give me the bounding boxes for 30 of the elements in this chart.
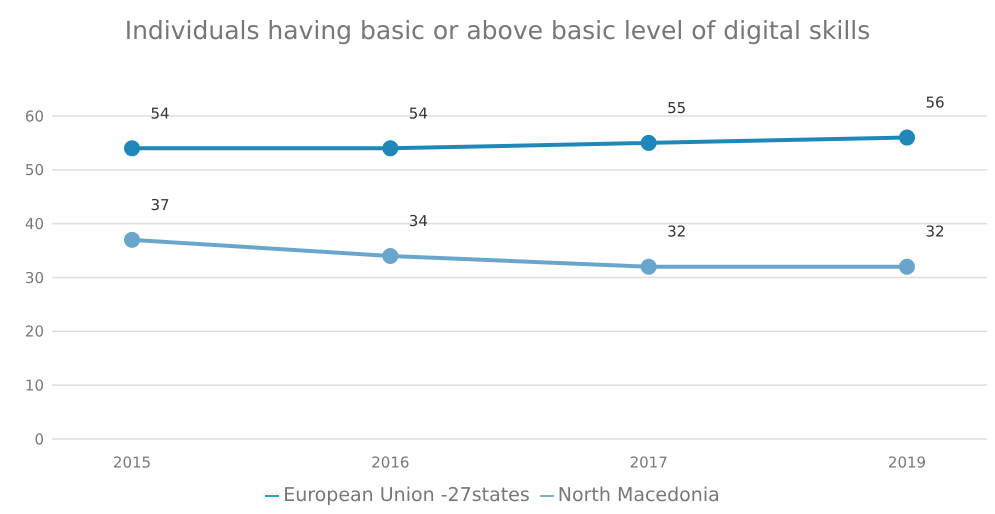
x-tick-label: 2015 [112,454,152,472]
y-tick-label: 40 [24,214,44,233]
x-tick-label: 2019 [888,454,926,472]
data-label: 54 [150,104,170,122]
y-tick-label: 50 [24,161,44,180]
y-tick-label: 60 [24,107,44,126]
data-label: 34 [408,212,428,230]
point [640,258,657,275]
point [899,130,915,146]
point [382,248,398,264]
data-label: 37 [150,196,170,214]
data-label: 32 [667,222,686,241]
y-tick-label: 20 [24,322,44,341]
legend-label: European Union -27states [283,484,530,506]
x-tick-label: 2017 [630,454,668,472]
data-label: 54 [408,104,428,122]
data-label: 55 [667,98,686,117]
data-label: 32 [925,222,945,241]
y-tick-label: 10 [24,376,44,394]
legend-label: North Macedonia [558,484,720,506]
x-tick-label: 2016 [371,454,410,472]
point [124,232,140,248]
point [382,140,398,156]
point [640,134,657,151]
chart-title: Individuals having basic or above basic level of digital skills [124,15,872,47]
y-tick-label: 30 [24,268,44,287]
point [899,258,915,275]
point [124,140,140,156]
data-label: 56 [925,94,945,112]
y-tick-label: 0 [34,430,44,448]
